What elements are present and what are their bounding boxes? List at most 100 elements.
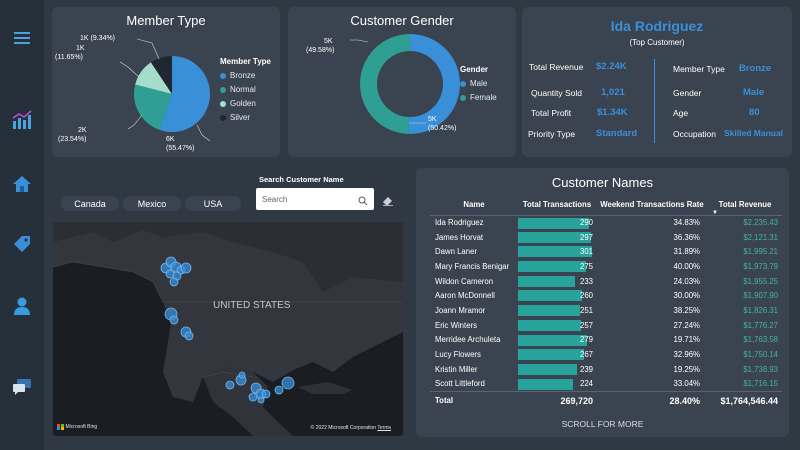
transactions-bar: [518, 305, 580, 317]
customer-map[interactable]: UNITED STATES Microsoft Bing © 2022 Micr…: [53, 222, 403, 436]
eraser-icon[interactable]: [382, 193, 394, 211]
tag-icon[interactable]: [10, 232, 34, 256]
home-icon[interactable]: [10, 172, 34, 196]
table-row[interactable]: Merridee Archuleta 279 19.71% $1,763.58: [430, 333, 782, 348]
chat-icon[interactable]: [10, 374, 34, 398]
customer-name-cell: Kristin Miller: [435, 364, 478, 374]
weekend-rate-cell: 36.36%: [673, 232, 700, 242]
legend-dot: [460, 94, 466, 101]
transactions-bar: [518, 378, 573, 390]
transactions-value: 224: [579, 379, 593, 389]
legend-item-male[interactable]: Male: [460, 79, 497, 88]
legend-item-silver[interactable]: Silver: [220, 113, 271, 122]
customer-markers[interactable]: [160, 256, 295, 404]
user-icon[interactable]: [10, 294, 34, 318]
divider: [654, 59, 655, 143]
customer-name-cell: Dawn Laner: [435, 247, 478, 257]
revenue-cell: $1,776.27: [743, 320, 778, 330]
legend-dot: [460, 80, 466, 87]
map-attribution: © 2022 Microsoft Corporation Terms: [311, 425, 391, 431]
table-row[interactable]: Wildon Cameron 233 24.03% $1,955.25: [430, 274, 782, 289]
pie-slice-silver[interactable]: [150, 56, 172, 94]
weekend-rate-cell: 32.96%: [673, 350, 700, 360]
info-value-total-profit: $1.34K: [597, 107, 628, 118]
legend-item-bronze[interactable]: Bronze: [220, 71, 271, 80]
total-rate: 28.40%: [596, 390, 708, 410]
table-row[interactable]: Eric Winters 257 27.24% $1,776.27: [430, 318, 782, 333]
country-filter-mexico[interactable]: Mexico: [123, 196, 181, 211]
legend-item-female[interactable]: Female: [460, 93, 497, 102]
transactions-bar: [518, 261, 586, 273]
table-row[interactable]: Scott Littleford 224 33.04% $1,716.15: [430, 377, 782, 392]
table-row[interactable]: Joann Mramor 251 38.25% $1,826.31: [430, 303, 782, 318]
menu-icon[interactable]: [10, 26, 34, 50]
transactions-cell: 251: [518, 303, 596, 318]
table-row[interactable]: James Horvat 297 36.36% $2,121.31: [430, 230, 782, 245]
weekend-rate-cell: 34.83%: [673, 218, 700, 228]
transactions-value: 233: [579, 276, 593, 286]
legend-item-normal[interactable]: Normal: [220, 85, 271, 94]
search-box[interactable]: [256, 188, 374, 210]
transactions-cell: 301: [518, 244, 596, 259]
transactions-bar: [518, 349, 584, 361]
transactions-cell: 279: [518, 333, 596, 348]
map-terms-link[interactable]: Terms: [377, 425, 391, 431]
customer-names-title: Customer Names: [551, 175, 654, 190]
pie-slice-bronze[interactable]: [159, 56, 210, 132]
transactions-value: 267: [579, 350, 593, 360]
customer-name-cell: Scott Littleford: [435, 379, 485, 389]
revenue-cell: $1,826.31: [743, 305, 778, 315]
column-header-total-transactions[interactable]: Total Transactions: [518, 195, 596, 216]
revenue-cell: $1,955.25: [743, 276, 778, 286]
legend-dot: [220, 114, 226, 121]
transactions-bar: [518, 363, 577, 375]
transactions-cell: 267: [518, 347, 596, 362]
scroll-for-more[interactable]: SCROLL FOR MORE: [561, 419, 644, 429]
column-header-total-revenue[interactable]: Total Revenue ▼: [708, 195, 782, 216]
country-filter-usa[interactable]: USA: [185, 196, 241, 211]
legend-dot: [220, 100, 226, 107]
transactions-bar: [518, 275, 575, 287]
search-label: Search Customer Name: [259, 175, 344, 184]
analytics-icon[interactable]: [10, 108, 34, 132]
weekend-rate-cell: 40.00%: [673, 261, 700, 271]
member-type-title: Member Type: [126, 13, 206, 28]
sort-desc-icon[interactable]: ▼: [712, 209, 718, 216]
revenue-cell: $2,235.43: [743, 218, 778, 228]
table-row[interactable]: Aaron McDonnell 260 30.00% $1,907.90: [430, 288, 782, 303]
transactions-value: 279: [579, 335, 593, 345]
info-value-occupation: Skilled Manual: [724, 128, 784, 138]
total-label: Total: [430, 390, 518, 410]
microsoft-logo-icon: [57, 423, 64, 430]
column-header-weekend-rate[interactable]: Weekend Transactions Rate: [596, 195, 708, 216]
country-filter-canada[interactable]: Canada: [61, 196, 119, 211]
info-label: Gender: [673, 88, 702, 98]
customer-gender-donut[interactable]: [288, 7, 516, 157]
transactions-bar: [518, 217, 589, 229]
revenue-cell: $1,750.14: [743, 350, 778, 360]
donut-slice-female[interactable]: [360, 34, 410, 134]
pie-slice-normal[interactable]: [134, 84, 172, 130]
transactions-bar: [518, 290, 582, 302]
revenue-cell: $1,973.79: [743, 261, 778, 271]
column-header-name[interactable]: Name: [430, 195, 518, 216]
customer-name-cell: Lucy Flowers: [435, 350, 481, 360]
table-row[interactable]: Ida Rodriguez 290 34.83% $2,235.43: [430, 215, 782, 230]
table-row[interactable]: Mary Francis Benigar 275 40.00% $1,973.79: [430, 259, 782, 274]
top-customer-name: Ida Rodriguez: [610, 18, 704, 34]
table-row[interactable]: Lucy Flowers 267 32.96% $1,750.14: [430, 347, 782, 362]
pie-leader-line: [196, 124, 211, 142]
weekend-rate-cell: 33.04%: [673, 379, 700, 389]
search-icon[interactable]: [358, 193, 368, 211]
map-copyright: © 2022 Microsoft Corporation: [310, 425, 377, 431]
legend-item-golden[interactable]: Golden: [220, 99, 271, 108]
pie-slice-golden[interactable]: [135, 62, 172, 94]
search-input[interactable]: [262, 193, 352, 205]
table-row[interactable]: Kristin Miller 239 19.25% $1,738.93: [430, 362, 782, 377]
weekend-rate-cell: 19.71%: [673, 335, 700, 345]
donut-slice-male[interactable]: [408, 34, 461, 134]
pie-label-golden: 1K (11.65%): [55, 45, 85, 61]
member-type-pie[interactable]: [52, 7, 280, 157]
table-row[interactable]: Dawn Laner 301 31.89% $1,995.21: [430, 244, 782, 259]
sidebar: [0, 0, 44, 450]
